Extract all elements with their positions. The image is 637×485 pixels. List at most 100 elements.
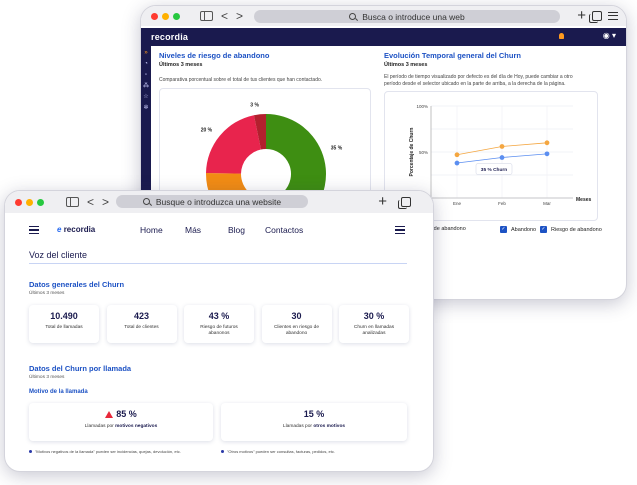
warning-icon xyxy=(105,410,114,418)
browser-toolbar: < > Busca o introduce una web + xyxy=(141,6,626,26)
x-tick-label: Ene xyxy=(453,201,462,206)
new-tab-icon[interactable]: + xyxy=(378,193,387,210)
sidebar-toggle-icon[interactable] xyxy=(200,11,213,21)
churn-line-chart: 100% 50% Ene Feb Mar Meses Porcentaje de Churn… xyxy=(409,104,592,206)
negative-reasons-value: 85 % xyxy=(116,409,137,419)
y-tick-label: 50% xyxy=(419,150,428,155)
churn-evolution-description-1: El período de tiempo visualizado por def… xyxy=(384,74,573,80)
series-point[interactable] xyxy=(499,144,505,149)
stat-label: Riesgo de futuros abanonos xyxy=(200,325,238,336)
nav-contact[interactable]: Contactos xyxy=(265,225,304,235)
minimize-window-button[interactable] xyxy=(162,12,169,20)
series-point[interactable] xyxy=(499,155,505,160)
negative-reasons-label: Llamadas por xyxy=(84,424,114,429)
stat-card: 30 % Churn en llamadas analizadas xyxy=(339,305,409,343)
legend-item-risk-partial[interactable]: iesgo de abandono xyxy=(419,226,466,232)
stat-card: 423 Total de clientes xyxy=(106,305,177,343)
negative-reasons-label-bold: motivos negativos xyxy=(115,424,158,429)
legend-label-abandono: Abandono xyxy=(511,226,537,233)
bullet-icon xyxy=(221,450,224,453)
back-arrow-icon[interactable]: < xyxy=(221,9,229,23)
sidebar-toggle-icon[interactable] xyxy=(66,197,79,207)
stat-value: 30 xyxy=(291,311,302,321)
legend-label-risk-partial: iesgo de abandono xyxy=(419,226,466,232)
legend-label-risk: Riesgo de abandono xyxy=(551,226,602,233)
window-controls xyxy=(151,12,180,20)
browser-menu-icon[interactable] xyxy=(608,11,618,20)
forward-arrow-icon[interactable]: > xyxy=(236,9,244,23)
nav-more[interactable]: Más xyxy=(185,225,202,235)
churn-evolution-title: Evolución Temporal general del Churn xyxy=(384,51,521,60)
other-reasons-value: 15 % xyxy=(303,409,325,419)
menu-icon[interactable] xyxy=(29,226,39,234)
negative-reasons-card: 85 % Llamadas por motivos negativos xyxy=(29,403,213,441)
donut-slice[interactable] xyxy=(253,114,266,150)
forward-arrow-icon[interactable]: > xyxy=(102,195,110,209)
footnote-negative: "Motivos negativos de la llamada" pueden… xyxy=(29,449,181,454)
footnote-other-text: "Otros motivos" pueden ser consultas, fa… xyxy=(227,449,336,454)
minimize-window-button[interactable] xyxy=(26,198,33,206)
expand-sidebar-icon[interactable]: » xyxy=(144,50,148,56)
site-header: e recordia Home Más Blog Contactos xyxy=(5,213,433,243)
nav-blog[interactable]: Blog xyxy=(228,225,246,235)
maximize-window-button[interactable] xyxy=(37,198,44,206)
other-reasons-label: Llamadas por xyxy=(282,424,312,429)
page-title: Voz del cliente xyxy=(29,250,88,260)
donut-slice-label: 3 % xyxy=(250,102,259,108)
address-bar[interactable]: Busque o introduzca una website xyxy=(116,195,308,208)
stat-label: Total de clientes xyxy=(124,325,159,330)
close-window-button[interactable] xyxy=(151,12,158,20)
tabs-overview-icon[interactable] xyxy=(589,10,602,23)
series-point[interactable] xyxy=(454,152,460,158)
nav-home[interactable]: Home xyxy=(140,225,163,235)
series-point[interactable] xyxy=(544,140,550,146)
risk-levels-description: Comparativa porcentual sobre el total de… xyxy=(159,77,323,83)
stat-card: 30 Clientes en riesgo de abandono xyxy=(261,305,332,343)
dashboard-icon[interactable]: ◔ xyxy=(144,61,148,67)
chart-tooltip-text: 35 % Churn xyxy=(481,167,507,173)
settings-icon[interactable]: ✲ xyxy=(143,105,149,111)
user-menu-icon[interactable]: ◉ ▾ xyxy=(602,31,616,40)
app-header: recordia ◉ ▾ xyxy=(141,28,626,46)
footnote-other: "Otros motivos" pueden ser consultas, fa… xyxy=(221,449,335,454)
legend-item-risk[interactable]: ✓ Riesgo de abandono xyxy=(540,226,602,233)
star-icon[interactable]: ☆ xyxy=(143,94,149,100)
x-tick-label: Feb xyxy=(498,201,506,206)
close-window-button[interactable] xyxy=(15,198,22,206)
legend-item-abandono[interactable]: ✓ Abandono xyxy=(500,226,536,233)
donut-slice-label: 35 % xyxy=(331,145,343,151)
hierarchy-icon[interactable]: ⁂ xyxy=(143,83,149,89)
checkbox-checked-icon[interactable]: ✓ xyxy=(540,226,547,233)
new-tab-icon[interactable]: + xyxy=(577,7,586,24)
front-browser-window: < > Busque o introduzca una website + e … xyxy=(4,190,434,472)
menu-icon[interactable] xyxy=(395,226,405,234)
stat-label: Clientes en riesgo de abandono xyxy=(273,325,320,336)
app-sidebar: » ◔ ▫ ⁂ ☆ ✲ xyxy=(141,46,151,299)
stat-value: 10.490 xyxy=(50,311,78,321)
maximize-window-button[interactable] xyxy=(173,12,180,20)
address-bar[interactable]: Busca o introduce una web xyxy=(254,10,560,23)
series-point[interactable] xyxy=(544,151,550,157)
search-icon xyxy=(142,198,150,205)
site-logo[interactable]: e recordia xyxy=(57,225,96,234)
app-logo[interactable]: recordia xyxy=(151,32,189,42)
search-icon xyxy=(349,13,357,20)
back-arrow-icon[interactable]: < xyxy=(87,195,95,209)
notification-bell-icon[interactable] xyxy=(559,33,564,39)
stat-value: 43 % xyxy=(208,311,230,321)
series-point[interactable] xyxy=(454,160,460,166)
tabs-overview-icon[interactable] xyxy=(398,196,411,209)
per-call-period: Últimos 3 meses xyxy=(29,375,65,380)
address-bar-placeholder: Busque o introduzca una website xyxy=(155,196,282,207)
risk-levels-period: Últimos 3 meses xyxy=(159,62,203,68)
stat-label: Total de llamadas xyxy=(45,325,83,330)
checkbox-checked-icon[interactable]: ✓ xyxy=(500,226,507,233)
per-call-title: Datos del Churn por llamada xyxy=(29,364,132,373)
churn-evolution-period: Últimos 3 meses xyxy=(384,62,428,68)
stat-card: 43 % Riesgo de futuros abanonos xyxy=(184,305,254,343)
browser-toolbar: < > Busque o introduzca una website + xyxy=(5,191,433,213)
calendar-icon[interactable]: ▫ xyxy=(144,72,148,78)
general-churn-title: Datos generales del Churn xyxy=(29,280,125,289)
donut-slice[interactable] xyxy=(206,115,261,174)
x-axis-title: Meses xyxy=(576,197,592,203)
